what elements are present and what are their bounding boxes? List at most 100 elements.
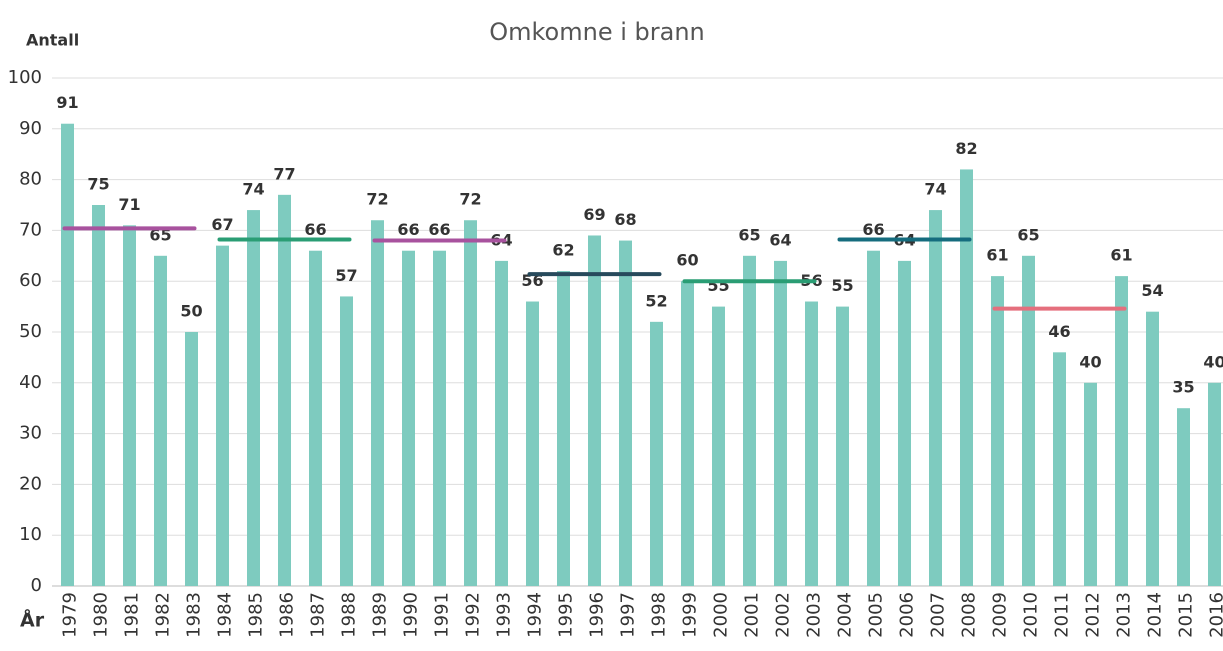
- bar: [681, 281, 694, 586]
- x-tick-label: 1979: [60, 592, 81, 638]
- x-axis-label: År: [20, 608, 45, 632]
- x-tick-label: 1999: [680, 592, 701, 638]
- bar: [774, 260, 787, 586]
- data-label: 71: [118, 195, 140, 214]
- y-tick-label: 40: [19, 372, 42, 393]
- x-tick-label: 2000: [711, 592, 732, 638]
- x-tick-label: 2015: [1176, 592, 1197, 638]
- bar: [1084, 382, 1097, 586]
- bar: [1208, 382, 1221, 586]
- bar: [185, 332, 198, 586]
- data-label: 75: [87, 175, 109, 194]
- data-label: 69: [583, 205, 605, 224]
- data-label: 57: [335, 266, 357, 285]
- bar: [1177, 408, 1190, 586]
- x-tick-label: 1982: [153, 592, 174, 638]
- bar: [1022, 255, 1035, 587]
- y-tick-label: 80: [19, 169, 42, 190]
- y-tick-label: 90: [19, 118, 42, 139]
- data-label: 77: [273, 164, 295, 183]
- x-tick-label: 1986: [277, 592, 298, 638]
- x-tick-label: 1981: [122, 592, 143, 638]
- data-label: 60: [676, 251, 698, 270]
- x-tick-label: 2001: [742, 592, 763, 638]
- x-tick-label: 2011: [1052, 592, 1073, 638]
- y-tick-label: 50: [19, 321, 42, 342]
- data-label: 64: [769, 230, 791, 249]
- data-label: 66: [862, 220, 884, 239]
- bar: [1115, 276, 1128, 586]
- y-tick-label: 60: [19, 270, 42, 291]
- bar: [464, 220, 477, 587]
- x-tick-label: 2013: [1114, 592, 1135, 638]
- x-tick-label: 2008: [959, 592, 980, 638]
- data-label: 66: [428, 220, 450, 239]
- x-tick-label: 2006: [897, 592, 918, 638]
- bar: [216, 245, 229, 586]
- x-tick-label: 1993: [494, 592, 515, 638]
- x-tick-label: 1996: [587, 592, 608, 638]
- x-tick-label: 2010: [1021, 592, 1042, 638]
- y-tick-label: 100: [8, 67, 42, 88]
- data-label: 52: [645, 291, 667, 310]
- bar: [712, 306, 725, 586]
- data-label: 46: [1048, 322, 1070, 341]
- bar: [836, 306, 849, 586]
- bar: [154, 255, 167, 587]
- bar: [929, 210, 942, 586]
- bar: [371, 220, 384, 587]
- data-label: 40: [1203, 352, 1223, 371]
- bar: [619, 240, 632, 586]
- data-label: 61: [986, 246, 1008, 265]
- bar: [867, 250, 880, 586]
- x-tick-label: 1997: [618, 592, 639, 638]
- x-tick-label: 1992: [463, 592, 484, 638]
- bar: [1146, 311, 1159, 586]
- bar: [247, 210, 260, 586]
- bar: [650, 321, 663, 586]
- x-tick-label: 2014: [1145, 592, 1166, 638]
- x-tick-label: 2012: [1083, 592, 1104, 638]
- data-label: 74: [924, 180, 946, 199]
- bar: [123, 225, 136, 586]
- bar: [309, 250, 322, 586]
- bar: [61, 123, 74, 586]
- data-label: 66: [304, 220, 326, 239]
- data-label: 50: [180, 302, 202, 321]
- data-label: 91: [56, 93, 78, 112]
- data-label: 40: [1079, 352, 1101, 371]
- bar: [402, 250, 415, 586]
- data-label: 61: [1110, 246, 1132, 265]
- x-tick-label: 2004: [835, 592, 856, 638]
- bar: [526, 301, 539, 586]
- y-axis-label: Antall: [26, 31, 79, 50]
- bar: [495, 260, 508, 586]
- x-tick-label: 1983: [184, 592, 205, 638]
- x-tick-label: 2003: [804, 592, 825, 638]
- y-tick-label: 70: [19, 219, 42, 240]
- bar: [960, 169, 973, 586]
- bar: [557, 271, 570, 586]
- x-tick-label: 1990: [401, 592, 422, 638]
- bar: [340, 296, 353, 586]
- x-tick-label: 1995: [556, 592, 577, 638]
- data-label: 72: [366, 190, 388, 209]
- bar: [898, 260, 911, 586]
- bar: [991, 276, 1004, 586]
- x-tick-label: 1984: [215, 592, 236, 638]
- x-tick-label: 1989: [370, 592, 391, 638]
- data-label: 55: [831, 276, 853, 295]
- bar: [588, 235, 601, 587]
- data-label: 67: [211, 215, 233, 234]
- data-label: 65: [1017, 225, 1039, 244]
- bar: [433, 250, 446, 586]
- x-tick-label: 2005: [866, 592, 887, 638]
- x-tick-label: 2009: [990, 592, 1011, 638]
- x-tick-label: 2016: [1207, 592, 1223, 638]
- data-label: 55: [707, 276, 729, 295]
- y-tick-label: 20: [19, 473, 42, 494]
- x-tick-label: 1994: [525, 592, 546, 638]
- x-tick-label: 1985: [246, 592, 267, 638]
- y-tick-label: 30: [19, 423, 42, 444]
